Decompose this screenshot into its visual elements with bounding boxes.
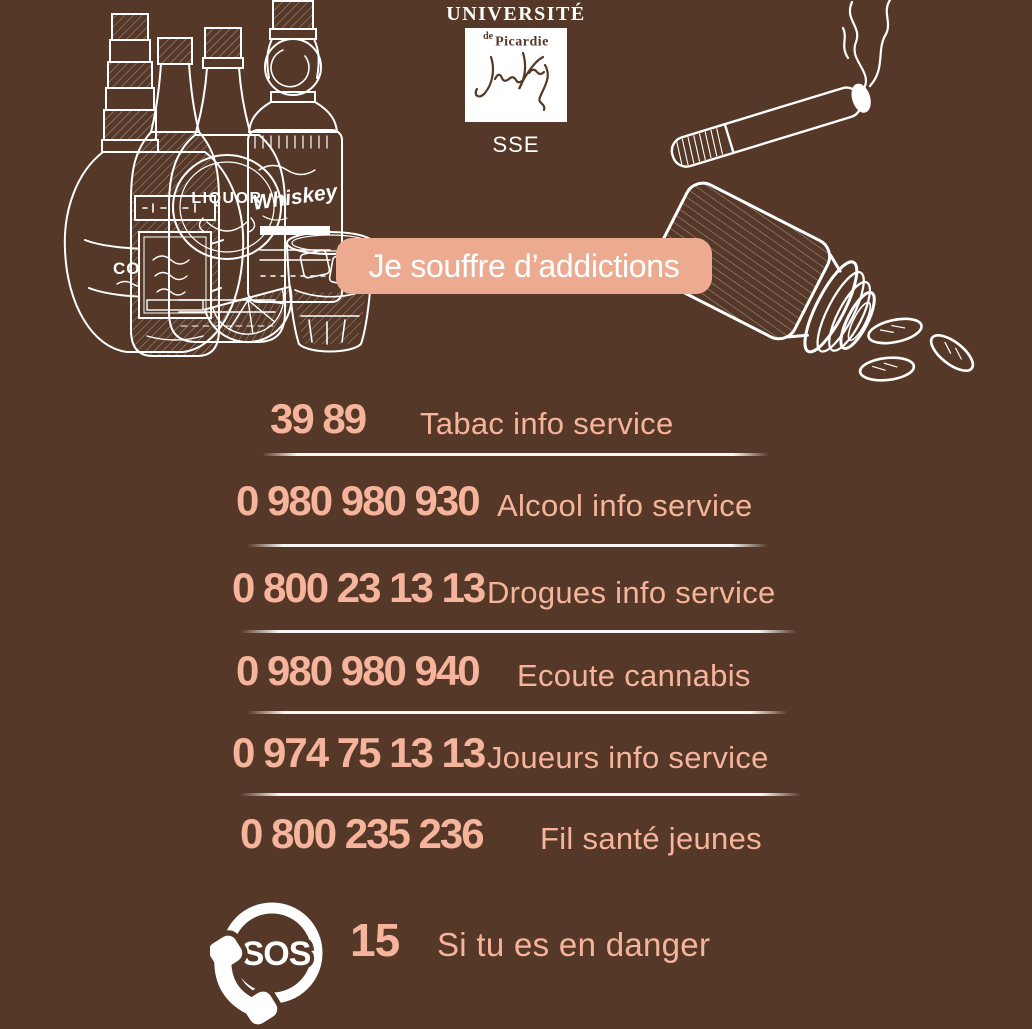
sos-phone-icon: SOS <box>210 902 323 1029</box>
hotline-service: Drogues info service <box>487 575 776 610</box>
hotline-service: Ecoute cannabis <box>517 658 751 693</box>
hotline-number: 0 980 980 930 <box>236 477 481 524</box>
university-logo: UNIVERSITÉ de Picardie SSE <box>0 4 1032 156</box>
hotline-row: 0 800 235 236 Fil santé jeunes <box>0 811 1032 863</box>
title-badge-label: Je souffre d’addictions <box>368 247 680 284</box>
logo-place: Picardie <box>495 34 549 50</box>
hotline-row: 39 89 Tabac info service <box>0 396 1032 448</box>
hotline-service: Tabac info service <box>420 406 674 441</box>
lime-wedge-sketch <box>203 285 293 344</box>
divider-line <box>240 793 801 796</box>
whiskey-label: Whiskey <box>251 180 340 215</box>
university-name: UNIVERSITÉ <box>446 3 586 25</box>
hotline-number: 0 800 235 236 <box>240 810 485 857</box>
hotline-number: 0 800 23 13 13 <box>232 564 486 611</box>
title-badge: Je souffre d’addictions <box>336 238 712 294</box>
liquor-label: LIQUOR <box>191 190 262 207</box>
hotline-row: 0 980 980 940 Ecoute cannabis <box>0 648 1032 700</box>
sos-text: SOS <box>242 935 311 973</box>
divider-line <box>247 711 788 714</box>
logo-box: de Picardie <box>465 28 567 122</box>
jules-verne-signature <box>474 52 549 112</box>
phone-handset <box>210 930 283 1029</box>
pills <box>858 317 975 382</box>
rocks-glass-sketch <box>286 231 374 353</box>
hotline-number: 0 980 980 940 <box>236 647 481 694</box>
cigarette-body <box>670 83 871 168</box>
logo-subtitle: de Picardie <box>465 32 567 49</box>
hotline-row: 0 974 75 13 13 Joueurs info service <box>0 730 1032 782</box>
logo-de: de <box>483 31 494 42</box>
smoke-wisps <box>841 0 892 94</box>
emergency-number: 15 <box>350 914 400 966</box>
hotline-number: 39 89 <box>270 395 367 442</box>
pill-bottle-body <box>650 181 876 354</box>
hotline-number: 0 974 75 13 13 <box>232 729 486 776</box>
hotline-service: Alcool info service <box>497 488 753 523</box>
hotline-row: 0 980 980 930 Alcool info service <box>0 478 1032 530</box>
hotline-service: Fil santé jeunes <box>540 821 762 856</box>
cigarette-illustration <box>670 0 892 168</box>
pill-bottle-illustration <box>650 181 975 382</box>
emergency-label: Si tu es en danger <box>437 926 711 963</box>
divider-line <box>247 544 768 547</box>
divider-line <box>262 453 769 456</box>
alcohol-bottles-illustration: COGNA LIQUOR <box>63 0 374 357</box>
divider-line <box>240 630 797 633</box>
hotline-row: 0 800 23 13 13 Drogues info service <box>0 565 1032 617</box>
hotline-service: Joueurs info service <box>487 740 769 775</box>
logo-unit: SSE <box>492 132 540 157</box>
